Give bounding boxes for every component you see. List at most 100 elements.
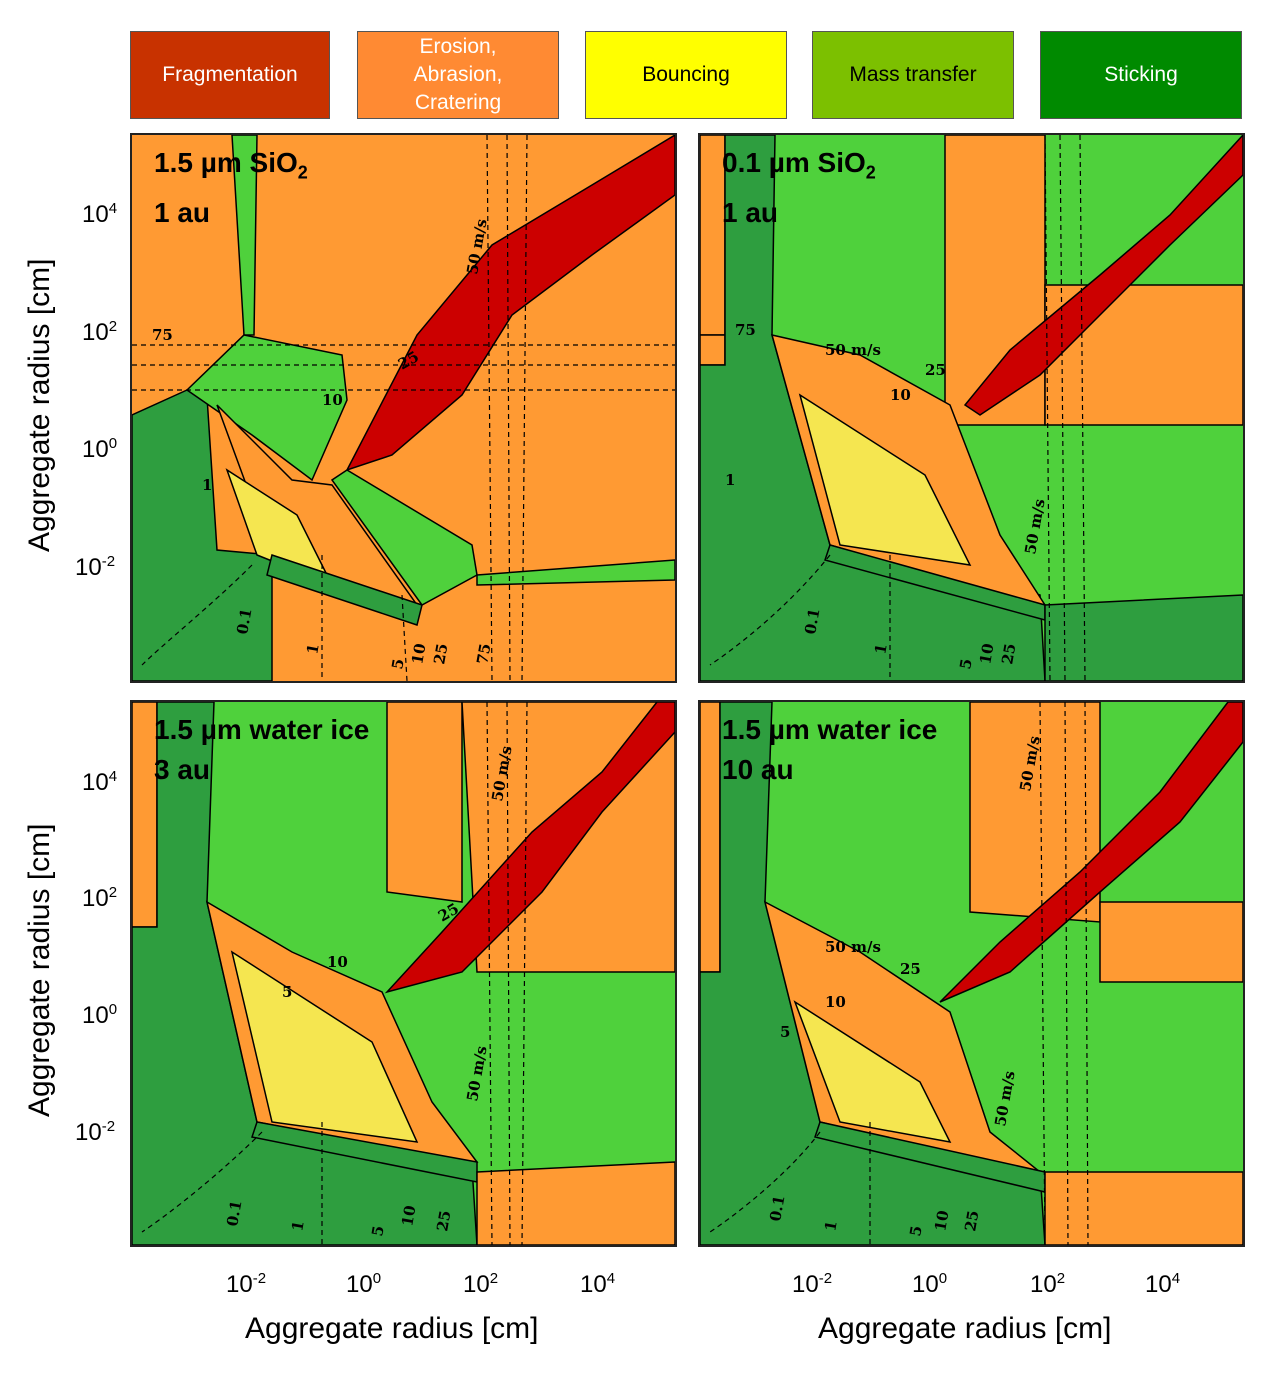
bouncing-region: [793, 1000, 952, 1144]
contour-label: 25: [998, 642, 1019, 666]
velocity-contour: [521, 702, 528, 1245]
contour-label: 50 m/s: [825, 938, 881, 956]
contour-label: 10: [976, 642, 997, 666]
panel-sio2-0-1um-1au: 0.1 1 5 10 25 50 m/s 50 m/s 10 25 1 75 0.1 µm SiO2…: [698, 133, 1245, 683]
contour-label: 0.1: [233, 607, 255, 636]
contour-label: 10: [890, 386, 911, 404]
velocity-contour: [1059, 135, 1066, 681]
sticking-region: [1044, 594, 1243, 681]
contour-label: 75: [735, 321, 756, 339]
legend-erosion: Erosion, Abrasion, Cratering: [357, 31, 559, 119]
fragmentation-region: [345, 135, 675, 472]
sticking-region: [700, 135, 1046, 681]
x-tick-right-1e4: 104: [1145, 1270, 1181, 1298]
contour-label: 75: [152, 326, 173, 344]
x-tick-left-1e-2: 10-2: [226, 1270, 267, 1298]
x-tick-left-1e4: 104: [580, 1270, 616, 1298]
mass-transfer-region: [476, 559, 675, 586]
sticking-region: [700, 702, 1046, 1245]
contour-label: 25: [430, 642, 451, 666]
contour-label: 25: [433, 1209, 454, 1233]
y-tick-top-1e4: 104: [82, 200, 118, 228]
velocity-contour: [1084, 702, 1089, 1245]
panel-ice-1-5um-3au: 0.1 1 5 10 25 50 m/s 50 m/s 10 25 5 1.5 µm water …: [130, 700, 677, 1247]
y-tick-bottom-1e0: 100: [82, 1001, 118, 1029]
erosion-region: [476, 1161, 675, 1245]
fragmentation-region: [963, 135, 1243, 416]
erosion-region: [700, 334, 726, 366]
velocity-contour: [486, 702, 493, 1245]
panel-title: 1.5 µm water ice 10 au: [722, 714, 938, 785]
fragmentation-region: [939, 702, 1243, 1003]
contour-label: 1: [202, 476, 212, 494]
erosion-region: [1044, 1171, 1243, 1245]
y-tick-bottom-1e4: 104: [82, 768, 118, 796]
y-tick-bottom-1e2: 102: [82, 884, 118, 912]
y-tick-top-1e-2: 10-2: [75, 553, 116, 581]
velocity-contour: [1044, 135, 1051, 681]
velocity-contour: [141, 1131, 263, 1233]
contour-label: 10: [322, 391, 343, 409]
contour-label: 1: [303, 642, 323, 655]
contour-label: 10: [398, 1204, 419, 1228]
contour-label: 0.1: [223, 1199, 245, 1228]
velocity-contour: [506, 135, 511, 681]
y-axis-title-top: Aggregate radius [cm]: [23, 258, 56, 552]
panel-ice-1-5um-10au: 0.1 1 5 10 25 50 m/s 50 m/s 10 25 50 m/s 5 1.5 µm …: [698, 700, 1245, 1247]
velocity-contour: [521, 135, 528, 681]
sticking-band: [266, 554, 423, 626]
contour-label: 5: [956, 657, 976, 670]
x-tick-right-1e2: 102: [1030, 1270, 1066, 1298]
contour-label: 1: [725, 471, 735, 489]
sticking-region: [132, 702, 478, 1245]
legend-bouncing: Bouncing: [585, 31, 787, 119]
x-axis-title-right: Aggregate radius [cm]: [818, 1312, 1112, 1345]
contour-label: 0.1: [766, 1194, 788, 1223]
contour-label: 5: [780, 1023, 790, 1041]
erosion-region: [700, 702, 721, 973]
bouncing-region: [798, 393, 972, 566]
x-tick-left-1e0: 100: [346, 1270, 382, 1298]
contour-label: 75: [473, 642, 494, 666]
contour-label: 5: [388, 657, 408, 670]
velocity-contour: [1039, 702, 1046, 1245]
velocity-contour: [709, 1131, 821, 1233]
mass-transfer-region: [330, 469, 478, 606]
contour-label: 5: [906, 1224, 926, 1237]
contour-label: 10: [825, 993, 846, 1011]
x-tick-right-1e-2: 10-2: [792, 1270, 833, 1298]
velocity-contour: [506, 702, 511, 1245]
contour-label: 25: [925, 361, 946, 379]
panel-sio2-1-5um-1au: 0.1 1 5 10 25 50 m/s 75 1 10 25 75 1.5 µm SiO2 1 au: [130, 133, 677, 683]
y-tick-top-1e2: 102: [82, 318, 118, 346]
contour-label: 50 m/s: [825, 341, 881, 359]
contour-label: 25: [900, 960, 921, 978]
panel-title: 0.1 µm SiO2 1 au: [722, 147, 876, 228]
velocity-contour: [1064, 702, 1069, 1245]
velocity-contour: [1079, 135, 1086, 681]
panel-title: 1.5 µm SiO2 1 au: [154, 147, 308, 228]
contour-label: 1: [288, 1219, 308, 1232]
legend-fragmentation: Fragmentation: [130, 31, 330, 119]
contour-label: 10: [327, 953, 348, 971]
velocity-contour: [709, 554, 831, 666]
contour-label: 1: [871, 642, 891, 655]
mass-transfer-region: [185, 334, 348, 482]
contour-label: 25: [961, 1209, 982, 1233]
erosion-region: [386, 702, 463, 903]
legend-mass-transfer: Mass transfer: [812, 31, 1014, 119]
contour-label: 10: [408, 642, 429, 666]
legend-sticking: Sticking: [1040, 31, 1242, 119]
velocity-contour: [486, 135, 493, 681]
x-tick-right-1e0: 100: [912, 1270, 948, 1298]
contour-label: 0.1: [801, 607, 823, 636]
fragmentation-region: [384, 702, 675, 994]
mass-transfer-region: [231, 135, 258, 336]
panel-title: 1.5 µm water ice 3 au: [154, 714, 370, 785]
contour-label: 1: [821, 1219, 841, 1232]
y-tick-top-1e0: 100: [82, 435, 118, 463]
